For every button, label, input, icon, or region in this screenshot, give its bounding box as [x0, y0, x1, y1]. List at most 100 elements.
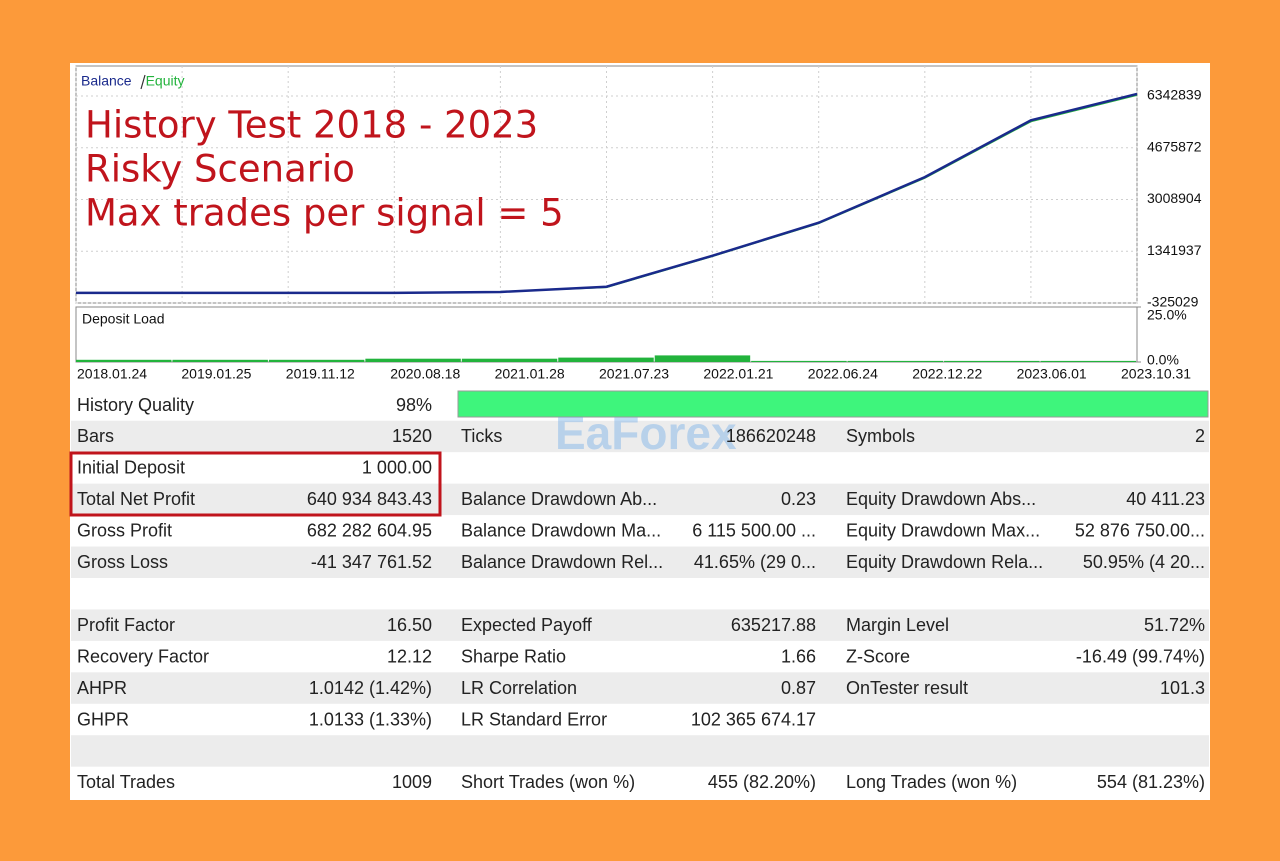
- stat-value: 1009: [392, 772, 432, 792]
- stat-label: Initial Deposit: [77, 458, 185, 478]
- stat-value: 554 (81.23%): [1097, 772, 1205, 792]
- stat-value: 102 365 674.17: [691, 709, 816, 729]
- stat-value: 16.50: [387, 615, 432, 635]
- bar: [461, 358, 558, 362]
- stat-value: 1.0133 (1.33%): [309, 709, 432, 729]
- stat-label: AHPR: [77, 678, 127, 698]
- stat-value: 1520: [392, 426, 432, 446]
- stat-value: -41 347 761.52: [311, 552, 432, 572]
- x-tick-label: 2018.01.24: [77, 366, 147, 382]
- stat-label: Profit Factor: [77, 615, 175, 635]
- stat-label: Equity Drawdown Max...: [846, 521, 1040, 541]
- stat-label: Expected Payoff: [461, 615, 593, 635]
- stat-label: OnTester result: [846, 678, 968, 698]
- y-tick-label: 25.0%: [1147, 307, 1187, 323]
- stat-value: 41.65% (29 0...: [694, 552, 816, 572]
- legend-entry: Equity: [146, 73, 185, 89]
- x-tick-label: 2019.01.25: [181, 366, 251, 382]
- stat-value: 12.12: [387, 646, 432, 666]
- stat-label: Gross Profit: [77, 521, 172, 541]
- stat-label: Total Net Profit: [77, 489, 195, 509]
- x-tick-label: 2022.01.21: [703, 366, 773, 382]
- stat-value: -16.49 (99.74%): [1076, 646, 1205, 666]
- annotation: History Test 2018 - 2023: [85, 104, 538, 147]
- stat-label: LR Correlation: [461, 678, 577, 698]
- row-background: [71, 483, 1209, 516]
- x-tick-label: 2022.12.22: [912, 366, 982, 382]
- stat-label: Total Trades: [77, 772, 175, 792]
- bar: [558, 357, 654, 362]
- stat-value: 101.3: [1160, 678, 1205, 698]
- bar: [1040, 360, 1136, 362]
- stat-value: 640 934 843.43: [307, 489, 432, 509]
- legend-separator: [140, 74, 146, 90]
- row-backgrounds: [71, 420, 1209, 767]
- x-tick-label: 2022.06.24: [808, 366, 878, 382]
- x-tick-label: 2021.07.23: [599, 366, 669, 382]
- bar: [268, 359, 365, 362]
- bar: [172, 359, 268, 362]
- bar: [944, 360, 1040, 362]
- highlight-box: [69, 451, 442, 517]
- stat-label: Sharpe Ratio: [461, 646, 566, 666]
- stat-label: Balance Drawdown Rel...: [461, 552, 663, 572]
- row-background: [71, 420, 1209, 453]
- stat-value: 40 411.23: [1126, 489, 1205, 509]
- series-line: [76, 92, 1138, 295]
- stat-value: 1.66: [781, 646, 816, 666]
- stat-label: Gross Loss: [77, 552, 168, 572]
- stat-label: Balance Drawdown Ma...: [461, 521, 661, 541]
- labels: 6342839 4675872 3008904 1341937 -325029 2018.…: [77, 73, 1205, 792]
- stat-label: Equity Drawdown Rela...: [846, 552, 1043, 572]
- y-tick-label: 3008904: [1147, 190, 1202, 206]
- stat-value: 1 000.00: [362, 458, 432, 478]
- x-tick-label: 2021.01.28: [495, 366, 565, 382]
- x-tick-label: 2019.11.12: [286, 366, 355, 382]
- stat-value: 455 (82.20%): [708, 772, 816, 792]
- stat-value: 51.72%: [1144, 615, 1205, 635]
- y-tick-label: 1341937: [1147, 242, 1202, 258]
- y-tick-label: 6342839: [1147, 87, 1202, 103]
- bar: [365, 358, 461, 362]
- stat-label: Recovery Factor: [77, 646, 209, 666]
- row-background: [71, 546, 1209, 578]
- x-tick-label: 2023.06.01: [1017, 366, 1087, 382]
- y-tick-label: 4675872: [1147, 138, 1202, 154]
- row-background: [71, 672, 1209, 704]
- stat-label: Short Trades (won %): [461, 772, 635, 792]
- stat-value: 52 876 750.00...: [1075, 521, 1205, 541]
- x-tick-label: 2023.10.31: [1121, 366, 1191, 382]
- stat-value: 0.23: [781, 489, 816, 509]
- stat-value: 2: [1195, 426, 1205, 446]
- stat-value: 6 115 500.00 ...: [692, 521, 816, 541]
- stat-label: Symbols: [846, 426, 915, 446]
- stat-value: 0.87: [781, 678, 816, 698]
- stat-label: LR Standard Error: [461, 709, 607, 729]
- y-tick-label: -325029: [1147, 294, 1199, 310]
- row-background: [71, 609, 1209, 641]
- stat-label: Bars: [77, 426, 114, 446]
- stat-label: History Quality: [77, 395, 194, 415]
- marks: [76, 92, 1138, 362]
- stat-label: Z-Score: [846, 646, 910, 666]
- stat-label: Ticks: [461, 426, 502, 446]
- stat-label: Equity Drawdown Abs...: [846, 489, 1036, 509]
- bar: [751, 360, 847, 362]
- stat-label: GHPR: [77, 709, 129, 729]
- stat-value: 98%: [396, 395, 432, 415]
- y-tick-label: 0.0%: [1147, 352, 1179, 368]
- chart-title: Deposit Load: [82, 311, 165, 327]
- annotation: Max trades per signal = 5: [85, 192, 564, 235]
- quality-bar: [457, 390, 1209, 418]
- stat-value: 1.0142 (1.42%): [309, 678, 432, 698]
- stat-label: Balance Drawdown Ab...: [461, 489, 657, 509]
- bar: [847, 360, 944, 362]
- x-tick-label: 2020.08.18: [390, 366, 460, 382]
- stat-label: Long Trades (won %): [846, 772, 1017, 792]
- annotation: Risky Scenario: [85, 148, 355, 191]
- bar: [76, 359, 172, 362]
- deposit-plot-frame: [75, 306, 1138, 363]
- grid: [75, 66, 1141, 363]
